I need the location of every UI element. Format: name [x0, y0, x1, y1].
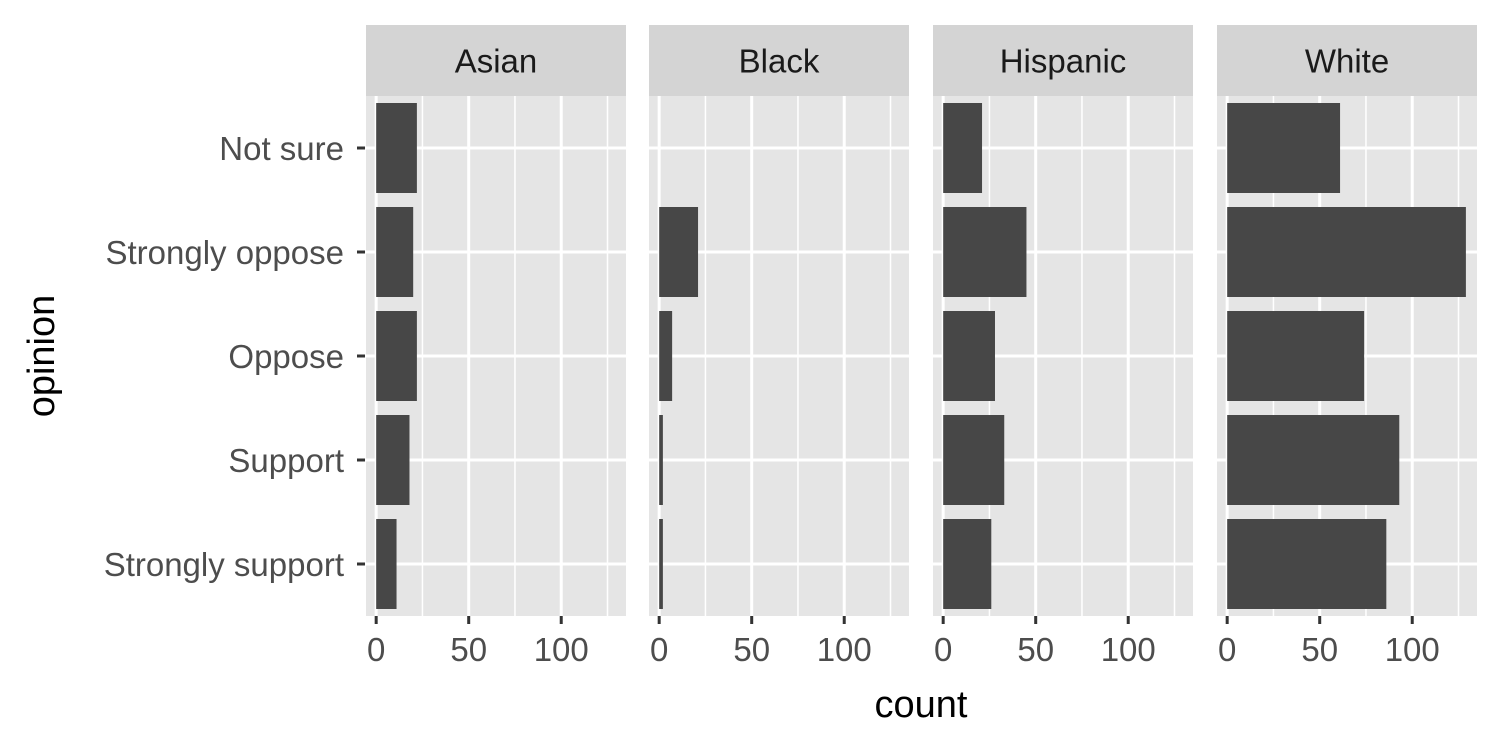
panel-white: White 0 50 100	[1217, 25, 1477, 668]
bar-asian-strongly-oppose	[376, 207, 414, 297]
bar-hispanic-strongly-support	[943, 519, 992, 609]
x-tick-label: 50	[1301, 631, 1338, 668]
facet-strip-label: White	[1305, 43, 1389, 80]
facet-strip-label: Black	[739, 43, 820, 80]
bar-black-strongly-support	[659, 519, 663, 609]
x-tick-label: 50	[733, 631, 770, 668]
y-tick-label: Strongly support	[104, 546, 344, 583]
bar-hispanic-oppose	[943, 311, 995, 401]
bar-asian-not-sure	[376, 103, 417, 193]
x-tick-label: 100	[1101, 631, 1156, 668]
x-tick-label: 50	[450, 631, 487, 668]
panel-hispanic: Hispanic 0 50 100	[933, 25, 1193, 668]
y-tick-label: Strongly oppose	[106, 234, 345, 271]
x-tick-label: 0	[367, 631, 385, 668]
facet-strip	[1217, 25, 1477, 96]
bar-white-strongly-support	[1227, 519, 1387, 609]
x-tick-label: 0	[1218, 631, 1236, 668]
bar-hispanic-not-sure	[943, 103, 983, 193]
facet-strip-label: Hispanic	[1000, 43, 1127, 80]
facet-strip-label: Asian	[455, 43, 538, 80]
bar-asian-oppose	[376, 311, 417, 401]
x-tick-label: 0	[650, 631, 668, 668]
bar-white-support	[1227, 415, 1400, 505]
y-tick-label: Support	[228, 442, 344, 479]
facet-strip	[649, 25, 909, 96]
y-axis: Not sure Strongly oppose Oppose Support Stro…	[104, 130, 365, 583]
facet-strip	[933, 25, 1193, 96]
x-tick-label: 0	[934, 631, 952, 668]
bar-white-strongly-oppose	[1227, 207, 1466, 297]
panel-black: Black 0 50 100	[649, 25, 909, 668]
facet-strip	[366, 25, 626, 96]
bar-white-not-sure	[1227, 103, 1341, 193]
bar-black-strongly-oppose	[659, 207, 699, 297]
panel-asian: Asian 0 50 100	[366, 25, 626, 668]
bar-asian-support	[376, 415, 410, 505]
bar-white-oppose	[1227, 311, 1365, 401]
y-tick-label: Not sure	[219, 130, 344, 167]
bar-hispanic-strongly-oppose	[943, 207, 1027, 297]
bar-hispanic-support	[943, 415, 1005, 505]
x-axis-title: count	[875, 684, 968, 726]
bar-asian-strongly-support	[376, 519, 397, 609]
y-tick-label: Oppose	[228, 338, 344, 375]
x-tick-label: 100	[534, 631, 589, 668]
y-axis-title: opinion	[21, 295, 63, 418]
bar-black-oppose	[659, 311, 673, 401]
x-tick-label: 100	[817, 631, 872, 668]
x-tick-label: 50	[1017, 631, 1054, 668]
x-tick-label: 100	[1385, 631, 1440, 668]
bar-black-support	[659, 415, 663, 505]
